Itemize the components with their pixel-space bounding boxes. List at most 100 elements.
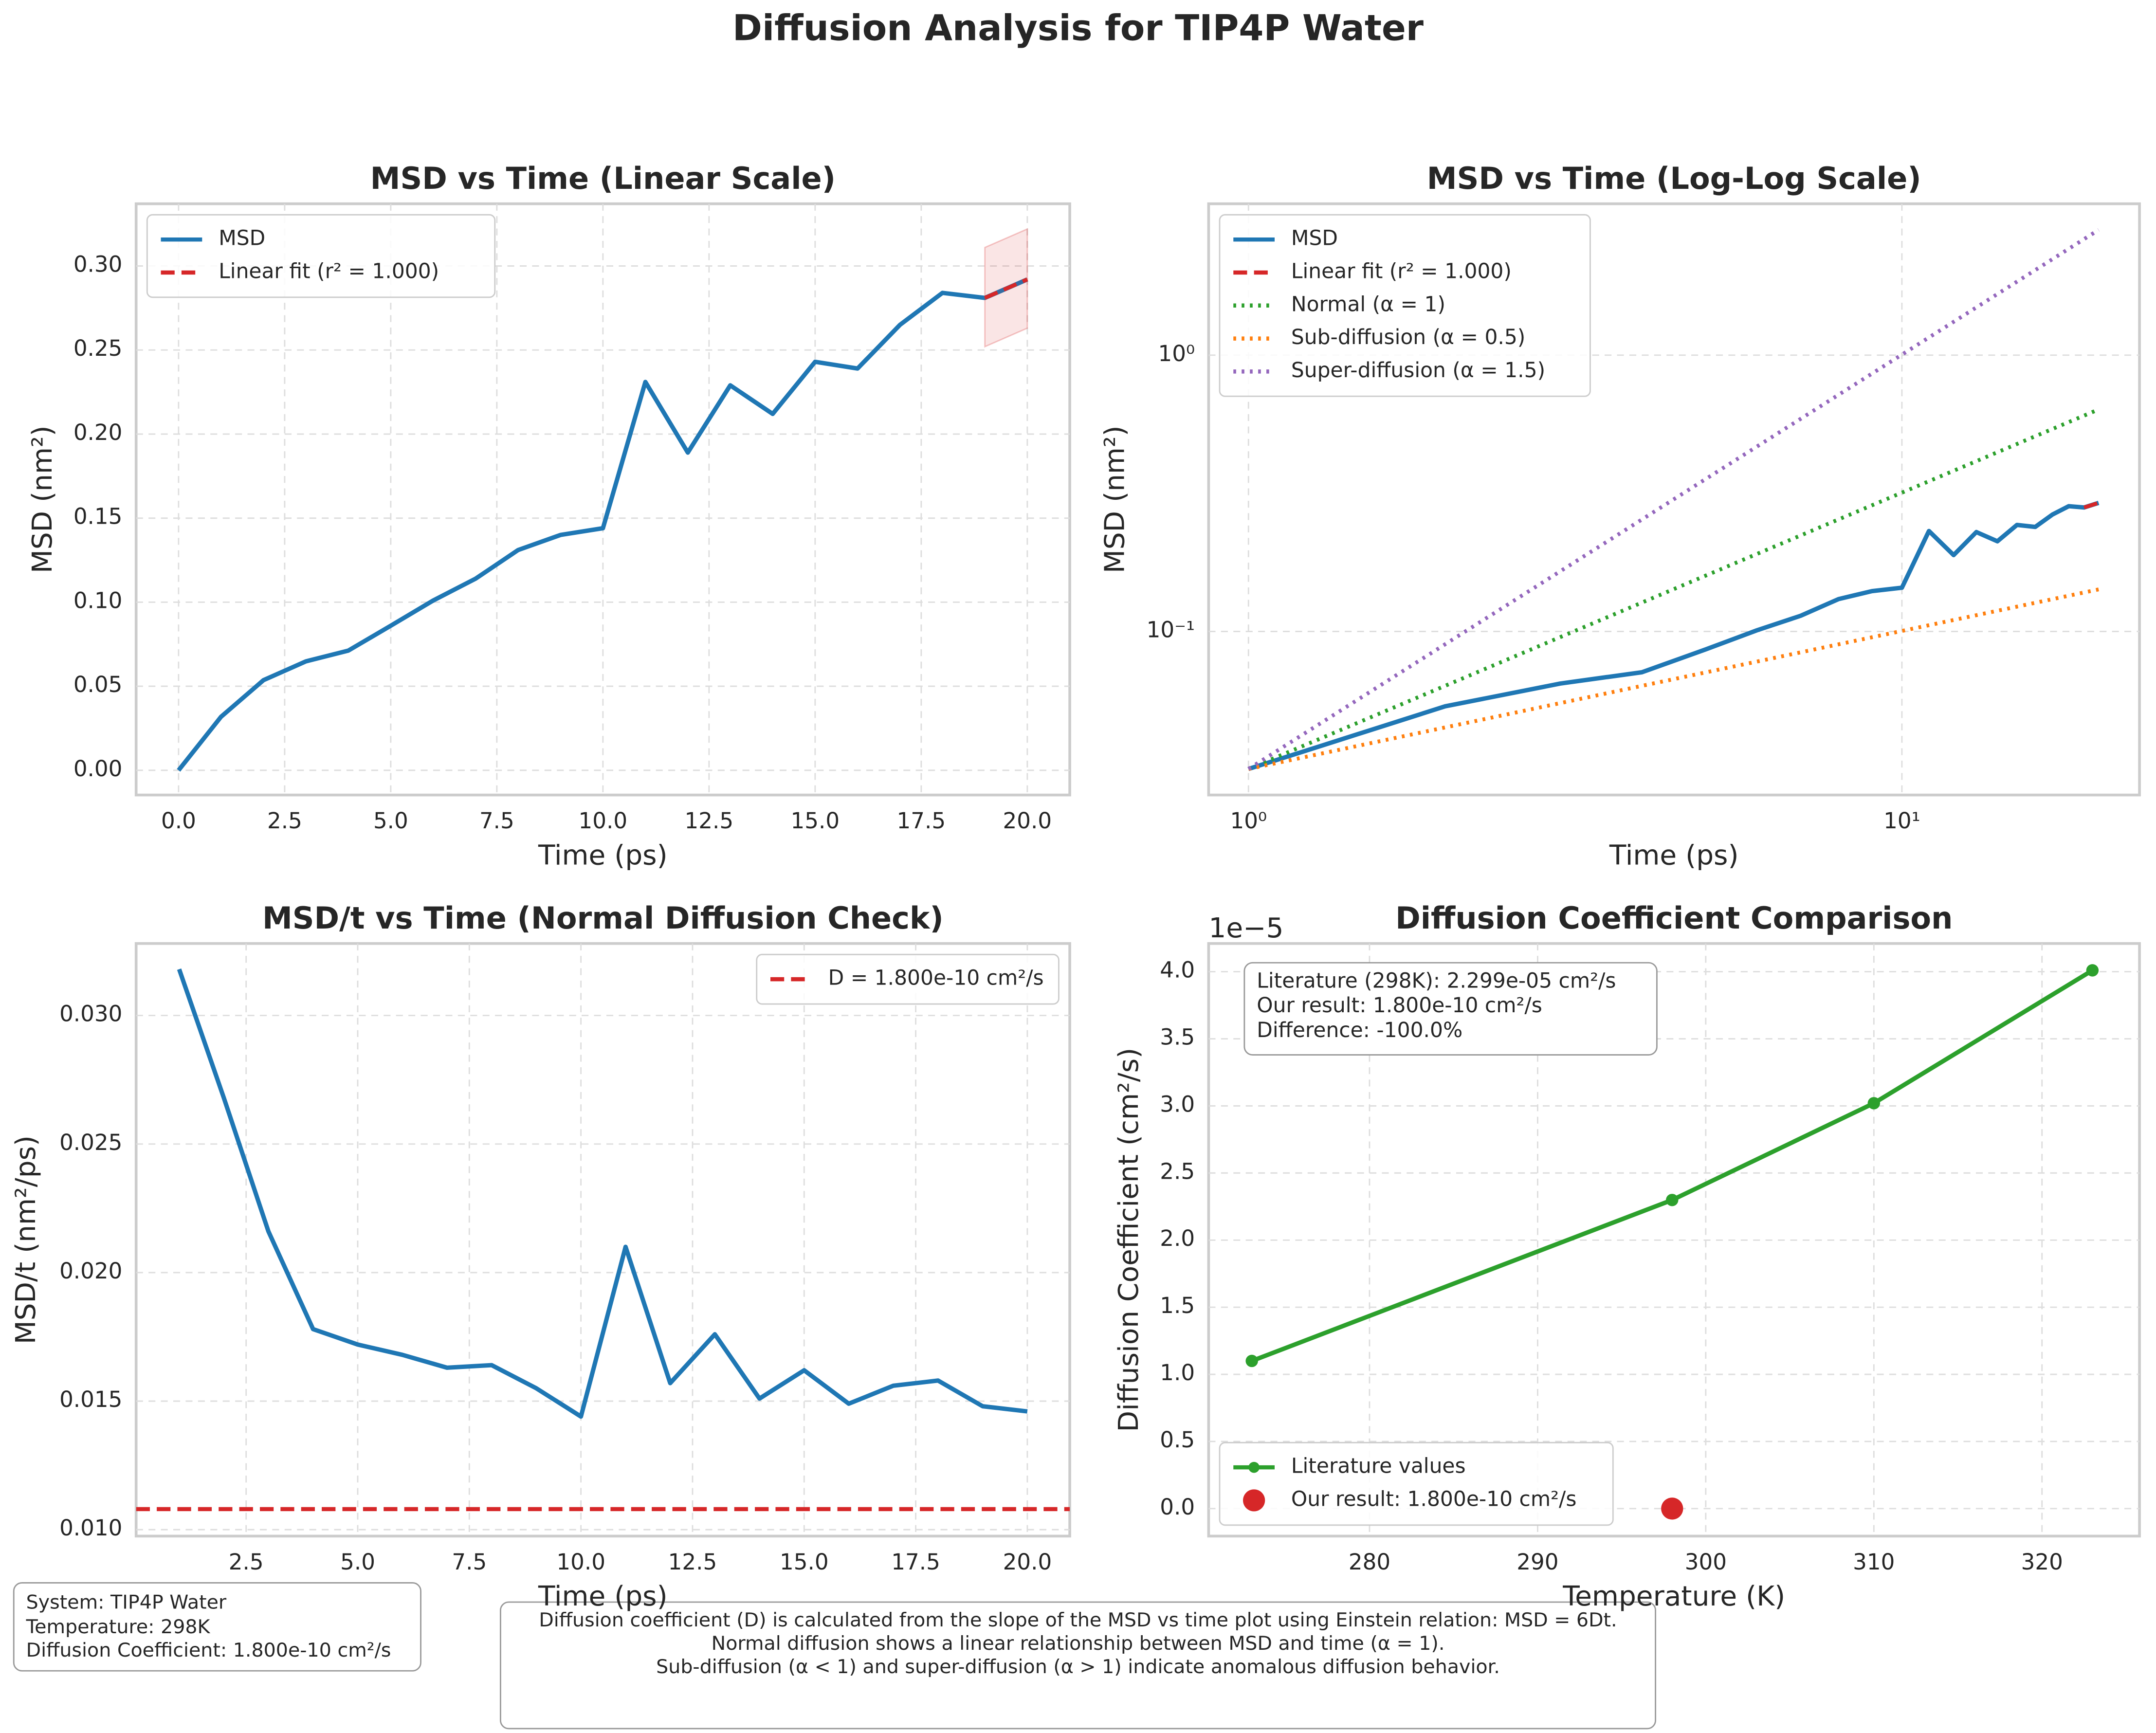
y-tick-label: 0.25 <box>73 335 123 361</box>
info-line: Temperature: 298K <box>26 1616 211 1638</box>
x-axis-label: Temperature (K) <box>1562 1581 1785 1612</box>
x-tick-label: 290 <box>1517 1549 1558 1575</box>
legend-swatch <box>1248 1461 1260 1473</box>
info-line: Diffusion Coefficient: 1.800e-10 cm²/s <box>26 1639 391 1661</box>
panel-title: MSD vs Time (Linear Scale) <box>370 161 836 196</box>
x-tick-label: 12.5 <box>685 808 734 834</box>
annotation-line: Our result: 1.800e-10 cm²/s <box>1257 993 1542 1017</box>
y-tick-label: 0.15 <box>73 504 123 529</box>
y-tick-label: 0.025 <box>59 1130 122 1155</box>
point-marker <box>2086 964 2099 977</box>
legend-label: MSD <box>1291 226 1338 250</box>
series-line <box>177 277 1028 772</box>
legend-label: Linear fit (r² = 1.000) <box>1291 259 1512 283</box>
series-line <box>2083 501 2100 510</box>
y-tick-label: 0.10 <box>73 587 123 613</box>
x-tick-label: 2.5 <box>267 808 302 834</box>
legend-box <box>146 214 496 298</box>
y-tick-label: 0.00 <box>73 756 123 782</box>
y-tick-label: 2.5 <box>1160 1158 1195 1184</box>
x-tick-label: 280 <box>1349 1549 1390 1575</box>
annotation-line: Literature (298K): 2.299e-05 cm²/s <box>1257 968 1616 992</box>
x-axis-label: Time (ps) <box>538 839 668 871</box>
x-tick-label: 5.0 <box>373 808 408 834</box>
y-tick-label: 0.30 <box>73 252 123 277</box>
y-axis-label: Diffusion Coefficient (cm²/s) <box>1113 1048 1145 1432</box>
y-tick-label: 0.05 <box>73 672 123 697</box>
info-box <box>13 1582 421 1672</box>
y-tick-label: 0.030 <box>59 1001 122 1027</box>
x-tick-label: 17.5 <box>891 1549 940 1575</box>
x-axis-label: Time (ps) <box>538 1581 668 1612</box>
y-tick-label: 0.015 <box>59 1386 122 1412</box>
marks <box>1247 228 2100 771</box>
series-line <box>177 968 1028 1419</box>
plot-frame <box>134 942 1071 1538</box>
x-tick-label: 310 <box>1853 1549 1895 1575</box>
y-axis-label: MSD (nm²) <box>1099 425 1131 573</box>
y-offset-label: 1e−5 <box>1208 912 1283 944</box>
figure-title: Diffusion Analysis for TIP4P Water <box>732 8 1424 49</box>
x-tick-label: 17.5 <box>897 808 946 834</box>
note-line: Sub-diffusion (α < 1) and super-diffusio… <box>656 1656 1500 1678</box>
x-tick-label: 20.0 <box>1003 1549 1052 1575</box>
legend-swatch <box>1243 1489 1265 1512</box>
panel-title: MSD/t vs Time (Normal Diffusion Check) <box>262 900 944 936</box>
x-tick-label: 300 <box>1685 1549 1727 1575</box>
x-tick-label: 10⁰ <box>1230 808 1267 834</box>
point-marker <box>1867 1097 1881 1110</box>
x-tick-label: 2.5 <box>229 1549 264 1575</box>
plot-frame <box>134 202 1071 797</box>
legend-label: Normal (α = 1) <box>1291 292 1445 316</box>
y-tick-label: 0.20 <box>73 420 123 445</box>
x-axis-label: Time (ps) <box>1609 839 1739 871</box>
legend-label: MSD <box>219 226 265 250</box>
legend-label: Linear fit (r² = 1.000) <box>219 259 439 283</box>
note-box <box>499 1601 1657 1730</box>
marks <box>136 968 1070 1512</box>
y-tick-label: 1.5 <box>1160 1293 1195 1318</box>
plot: 280 290 300 310 320 0.0 0.5 1.0 1.5 2.0 2.5 3.0 3.5 4… <box>1113 900 2141 1612</box>
y-tick-label: 3.0 <box>1160 1091 1195 1117</box>
x-tick-label: 10¹ <box>1883 808 1920 834</box>
x-tick-label: 320 <box>2021 1549 2063 1575</box>
y-tick-label: 0.010 <box>59 1515 122 1541</box>
legend-label: D = 1.800e-10 cm²/s <box>828 966 1044 990</box>
legend-box <box>1219 1441 1614 1526</box>
x-tick-label: 10.0 <box>556 1549 605 1575</box>
plot: 0.0 2.5 5.0 7.5 10.0 12.5 15.0 17.5 20.0 0.00 0.05… <box>27 161 1071 871</box>
x-tick-label: 5.0 <box>340 1549 375 1575</box>
point-marker <box>1666 1194 1679 1206</box>
scatter-point <box>1661 1497 1683 1520</box>
legend-label: Sub-diffusion (α = 0.5) <box>1291 325 1525 349</box>
x-tick-label: 15.0 <box>780 1549 829 1575</box>
x-tick-label: 20.0 <box>1003 808 1052 834</box>
panel-title: MSD vs Time (Log-Log Scale) <box>1427 161 1921 196</box>
marks <box>177 228 1028 772</box>
note-line: Diffusion coefficient (D) is calculated … <box>539 1609 1617 1631</box>
x-tick-label: 15.0 <box>791 808 840 834</box>
x-tick-label: 7.5 <box>452 1549 487 1575</box>
x-tick-label: 7.5 <box>479 808 514 834</box>
annotation-box <box>1243 962 1658 1056</box>
panel-title: Diffusion Coefficient Comparison <box>1395 900 1953 936</box>
series-line <box>984 277 1028 300</box>
x-tick-label: 0.0 <box>161 808 196 834</box>
note-line: Normal diffusion shows a linear relation… <box>712 1632 1445 1655</box>
marks <box>1245 964 2099 1520</box>
y-tick-label: 0.0 <box>1160 1494 1195 1520</box>
legend-label: Literature values <box>1291 1454 1466 1478</box>
y-axis-label: MSD (nm²) <box>27 425 58 573</box>
y-tick-label: 4.0 <box>1160 957 1195 983</box>
y-tick-label: 1.0 <box>1160 1360 1195 1386</box>
series-line <box>1247 228 2100 771</box>
plot: 2.5 5.0 7.5 10.0 12.5 15.0 17.5 20.0 0.010 0.015 0… <box>10 900 1071 1612</box>
info-line: System: TIP4P Water <box>26 1591 227 1613</box>
series-line <box>1247 501 2100 771</box>
y-tick-label: 3.5 <box>1160 1024 1195 1050</box>
x-tick-label: 10.0 <box>579 808 628 834</box>
series-line <box>1247 407 2100 771</box>
y-tick-label: 0.5 <box>1160 1427 1195 1453</box>
point-marker <box>1245 1354 1258 1368</box>
